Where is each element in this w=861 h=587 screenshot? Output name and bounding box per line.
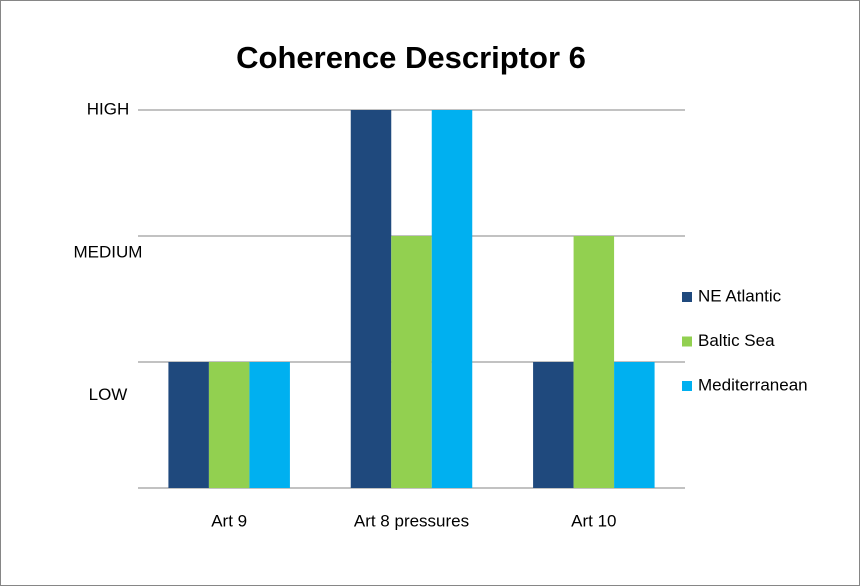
bar	[573, 236, 615, 488]
bar	[431, 110, 473, 488]
bar	[391, 236, 432, 488]
bar	[350, 110, 392, 488]
legend-label: Baltic Sea	[698, 331, 775, 350]
bar	[208, 362, 250, 488]
y-tick-label: HIGH	[87, 99, 130, 118]
legend-swatch	[682, 336, 692, 347]
x-tick-label: Art 9	[211, 511, 247, 530]
chart-title: Coherence Descriptor 6	[236, 40, 586, 75]
bar	[168, 362, 209, 488]
y-tick-label: LOW	[89, 385, 128, 404]
legend-swatch	[682, 292, 692, 302]
bar	[614, 362, 655, 488]
legend-label: Mediterranean	[698, 375, 808, 394]
bar	[249, 362, 290, 488]
legend-swatch	[682, 381, 692, 391]
y-tick-label: MEDIUM	[74, 242, 143, 261]
legend-label: NE Atlantic	[698, 286, 782, 305]
bar	[533, 362, 574, 488]
x-tick-label: Art 10	[571, 511, 616, 530]
x-tick-label: Art 8 pressures	[354, 511, 469, 530]
